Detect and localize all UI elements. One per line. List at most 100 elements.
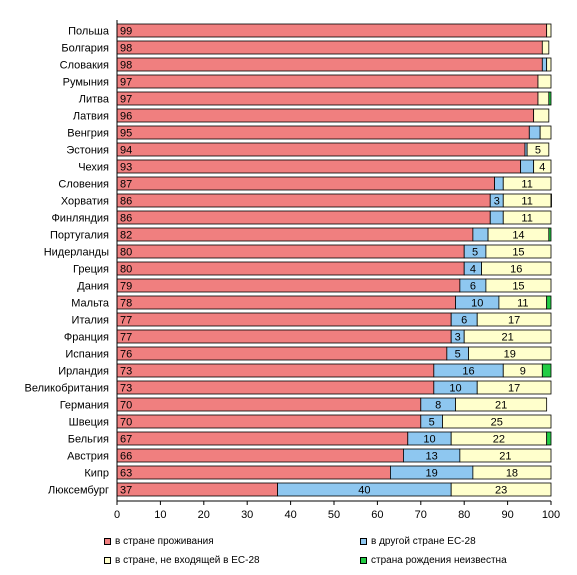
x-tick-label: 0 [114,509,120,521]
category-label: Эстония [66,145,109,157]
bar-segment [541,40,550,55]
data-label: 11 [521,213,532,225]
category-label: Хорватия [61,196,109,208]
category-label: Нидерланды [44,247,109,259]
x-axis: 0 10 20 30 40 50 60 70 80 90 100 [114,20,560,521]
data-label: 73 [120,383,132,395]
bar-segment [116,176,495,191]
bar-segment [116,414,422,429]
bar-segment [533,108,550,123]
bar-segment [116,295,456,310]
data-label: 99 [120,26,132,38]
bar-segment [116,397,422,412]
bar-segment [116,448,404,463]
data-label: 19 [504,349,516,361]
data-label: 19 [426,468,438,480]
data-label: 5 [535,145,541,157]
bar-segment [502,210,552,225]
bar-segment [116,482,278,497]
category-label: Чехия [78,162,109,174]
category-label: Австрия [67,451,109,463]
bar-segment [459,448,552,463]
category-label: Люксембург [48,485,109,497]
bar-segment [546,431,552,446]
bar-segment [489,210,504,225]
bar-segment [116,363,435,378]
data-label: 16 [510,264,522,276]
category-label: Греция [73,264,109,276]
data-label: 17 [508,383,520,395]
data-label: 11 [521,179,532,191]
data-label: 16 [462,366,474,378]
data-label: 96 [120,111,132,123]
data-label: 78 [120,298,132,310]
bar-segment [116,312,452,327]
data-label: 6 [470,281,476,293]
bar-segment [546,57,552,72]
data-label: 11 [521,196,532,208]
x-tick-label: 100 [542,509,560,521]
category-label: Мальта [71,298,110,310]
bar-segment [550,193,552,208]
category-label: Португалия [50,230,109,242]
data-label: 86 [120,213,132,225]
data-label: 67 [120,434,132,446]
x-tick-label: 10 [154,509,166,521]
category-label: Литва [79,94,110,106]
data-label: 37 [120,485,132,497]
data-label: 73 [120,366,132,378]
bar-segment [472,227,489,242]
category-labels: Польша Болгария Словакия Румыния Литва Латвия… [25,26,110,497]
category-label: Италия [72,315,110,327]
data-label: 5 [429,417,435,429]
category-label: Польша [68,26,110,38]
category-label: Словения [58,179,109,191]
data-label: 98 [120,60,132,72]
data-label: 94 [120,145,132,157]
data-label: 87 [120,179,132,191]
category-label: Ирландия [58,366,109,378]
data-label: 86 [120,196,132,208]
data-label: 9 [520,366,526,378]
data-label: 98 [120,43,132,55]
bar-segment [539,125,552,140]
bar-segment [533,159,552,174]
data-label: 70 [120,400,132,412]
bar-segment [116,346,448,361]
category-label: Кипр [84,468,109,480]
data-label: 79 [120,281,132,293]
category-label: Дания [77,281,109,293]
category-label: Словакия [60,60,109,72]
bar-segment [526,142,550,157]
data-label: 66 [120,451,132,463]
x-tick-label: 60 [371,509,383,521]
data-label: 63 [120,468,132,480]
data-label: 25 [491,417,503,429]
data-label: 77 [120,332,132,344]
x-tick-label: 40 [284,509,296,521]
category-label: Финляндия [51,213,109,225]
data-label: 4 [539,162,545,174]
bar-segment [116,210,491,225]
bar-segment [116,159,522,174]
data-label: 40 [358,485,370,497]
bar-segment [116,57,543,72]
x-tick-label: 20 [198,509,210,521]
bar-segment [116,244,465,259]
bar-segment [476,380,552,395]
bar-segment [548,91,552,106]
data-label: 95 [120,128,132,140]
data-label: 80 [120,247,132,259]
data-label: 21 [501,332,513,344]
data-label: 80 [120,264,132,276]
data-label: 18 [506,468,518,480]
data-label: 15 [512,247,524,259]
bar-segment [116,329,452,344]
bar-segment [116,91,539,106]
bar-segment [481,261,552,276]
bar-segment [528,125,541,140]
data-label: 76 [120,349,132,361]
bar-segment [116,125,530,140]
bar-segment [541,57,548,72]
